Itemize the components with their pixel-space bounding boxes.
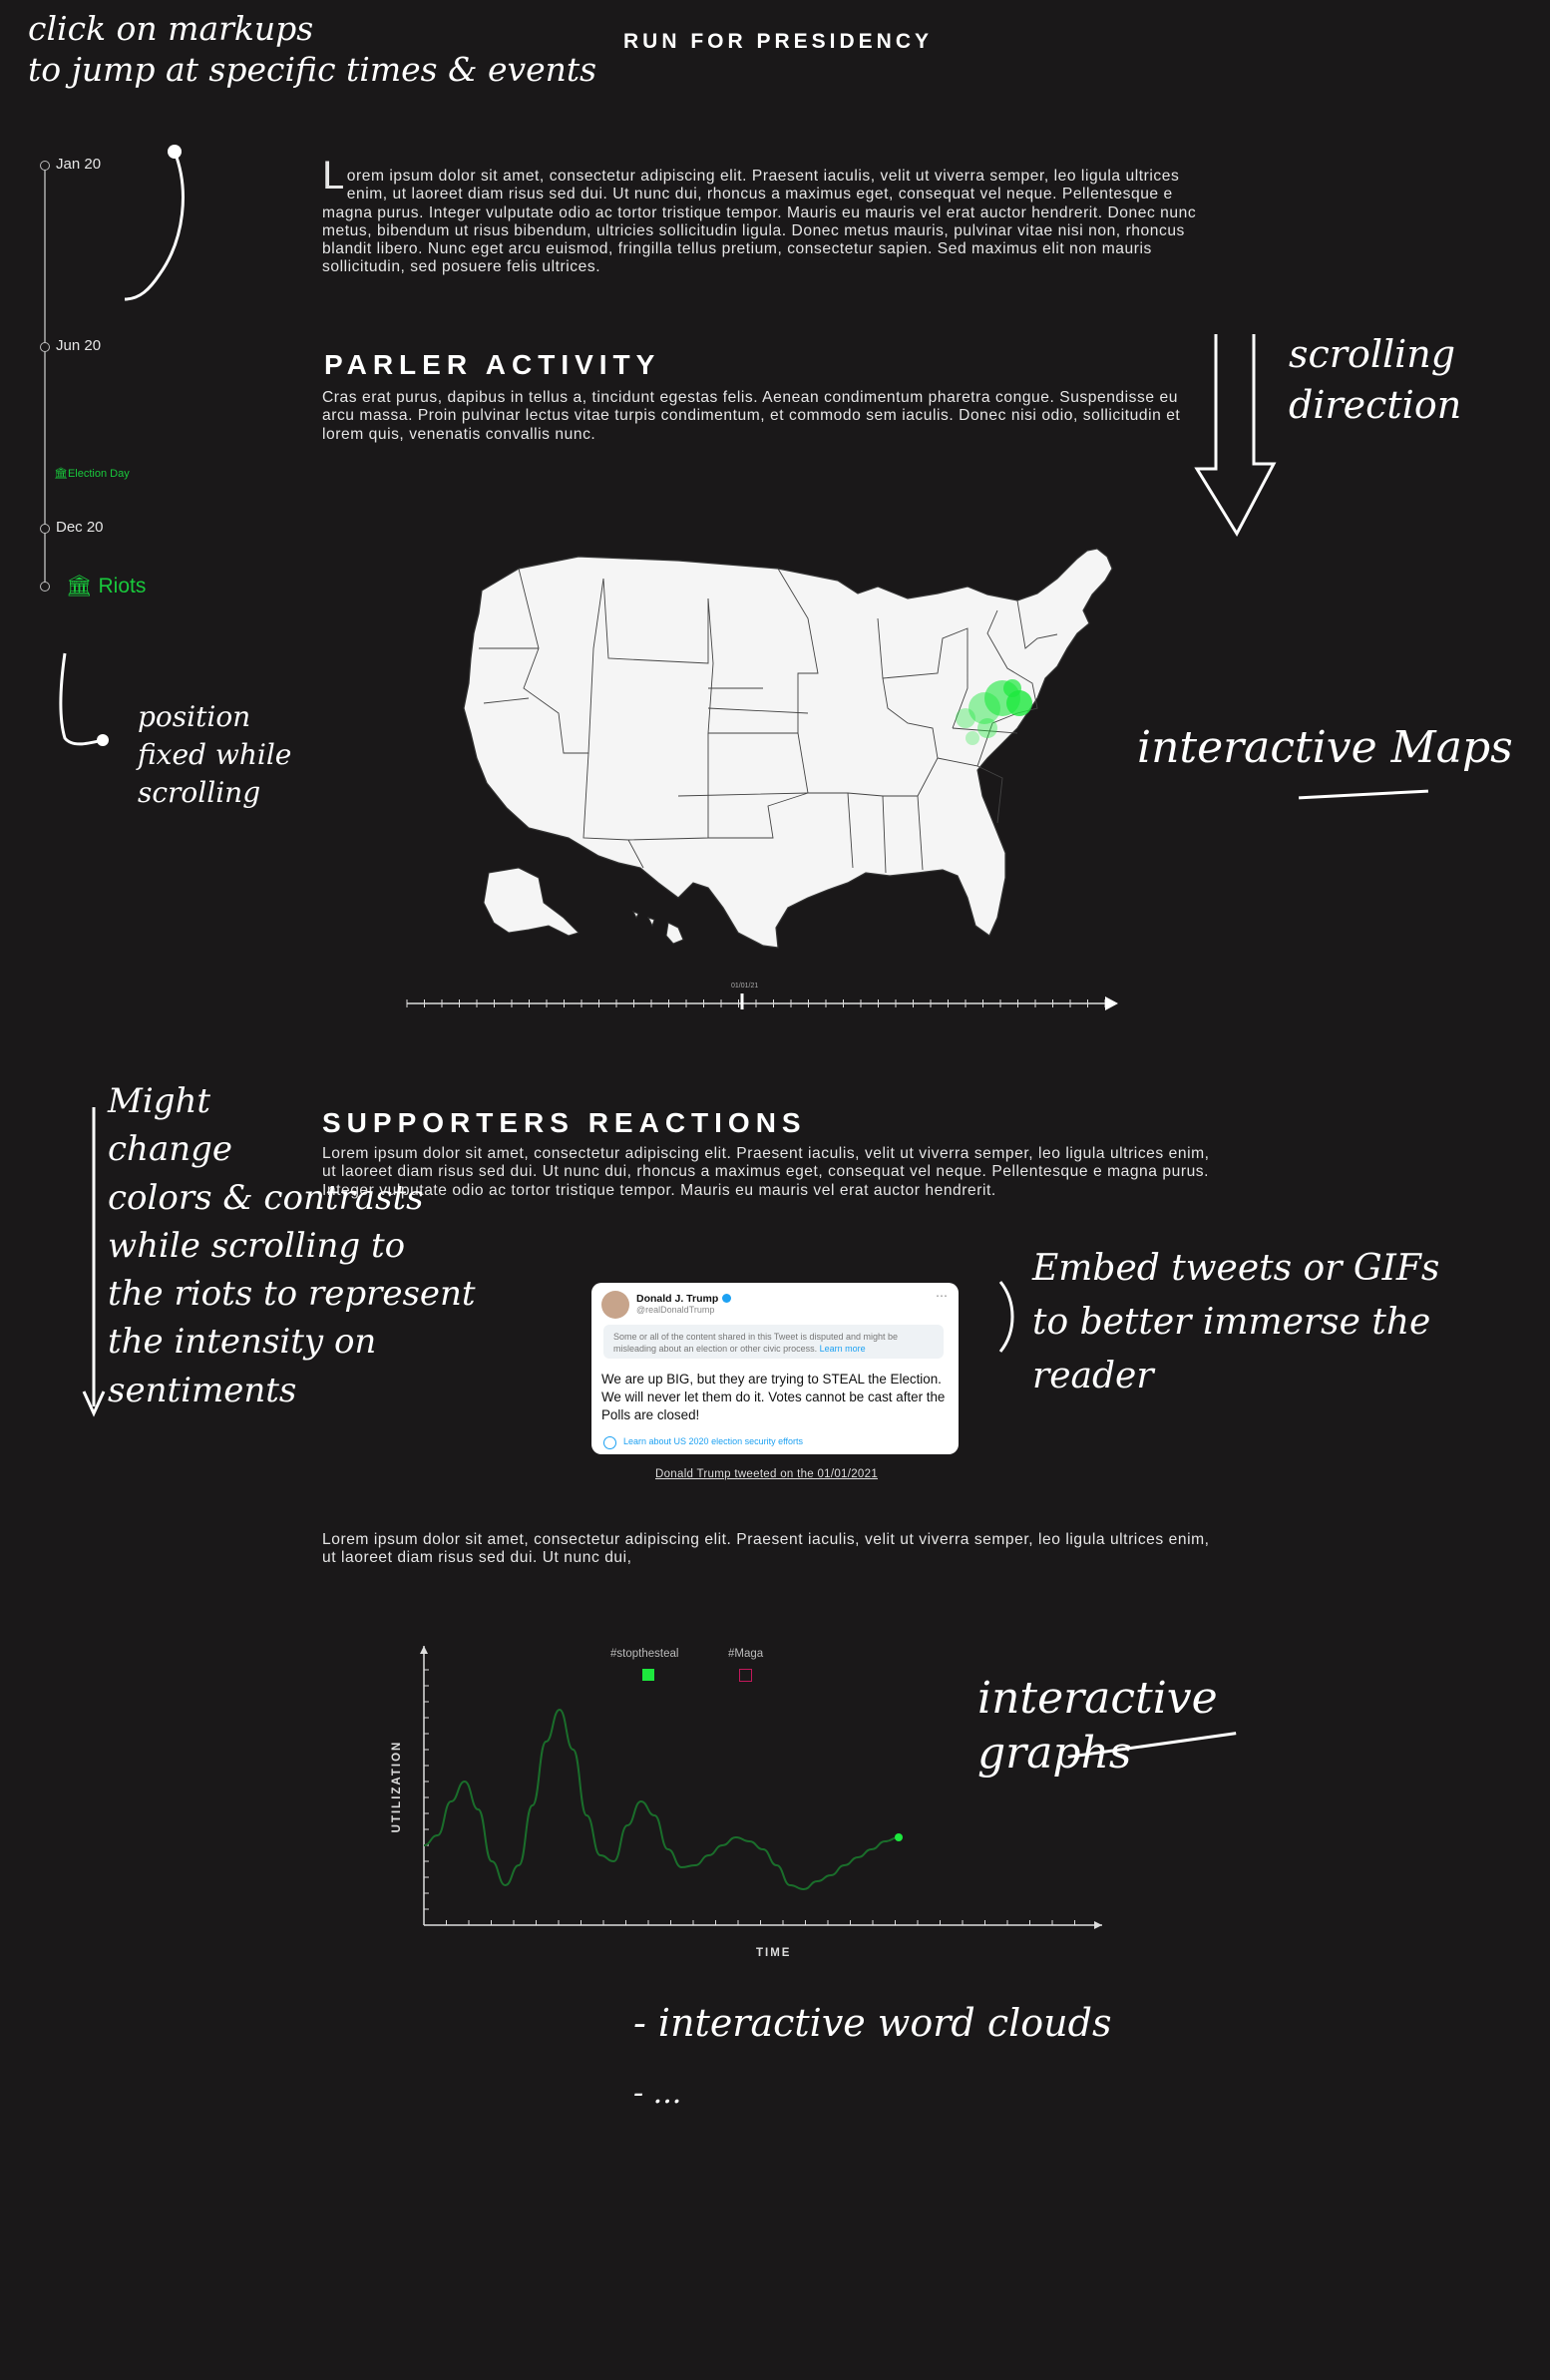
timeline: Jan 20 Jun 20 🏛Election Day Dec 20 🏛 Rio… [40, 156, 199, 598]
tweet-author-handle[interactable]: @realDonaldTrump [636, 1305, 715, 1315]
utilization-chart[interactable]: #stopthesteal #Maga UTILIZATION TIME [379, 1636, 1137, 1965]
page-title: RUN FOR PRESIDENCY [622, 30, 934, 53]
annotation-bracket [998, 1281, 1014, 1353]
tweet-author-name[interactable]: Donald J. Trump [636, 1293, 719, 1305]
timeline-item-jan[interactable]: Jan 20 [56, 156, 102, 173]
timeline-event-label: Riots [98, 575, 147, 597]
legend-label-stopthesteal: #stopthesteal [610, 1648, 679, 1660]
annotation-markups: click on markups to jump at specific tim… [28, 9, 597, 90]
capitol-icon: 🏛 [66, 575, 93, 597]
series-line [423, 1708, 900, 1891]
timeline-event-label: Election Day [67, 468, 130, 480]
annotation-colors: Might change colors & contrasts while sc… [108, 1081, 476, 1410]
capitol-icon: 🏛 [54, 468, 68, 480]
embedded-tweet[interactable]: Donald J. Trump @realDonaldTrump ⋯ Some … [591, 1283, 959, 1454]
y-axis-arrow [420, 1646, 428, 1654]
us-map[interactable] [379, 539, 1117, 949]
info-icon [603, 1436, 616, 1449]
tweet-body: We are up BIG, but they are trying to ST… [601, 1372, 946, 1422]
y-axis-label: UTILIZATION [391, 1740, 403, 1833]
timeline-dot[interactable] [40, 342, 50, 352]
us-contiguous-shape [463, 548, 1113, 949]
timeline-item-election[interactable]: 🏛Election Day [54, 467, 130, 480]
annotation-arrow-position [59, 652, 109, 746]
parler-heading: PARLER ACTIVITY [324, 349, 661, 380]
tweet-disputed-notice: Some or all of the content shared in thi… [603, 1325, 944, 1359]
highlight-region [956, 679, 1032, 745]
timeline-dot[interactable] [40, 524, 50, 534]
timeline-line [44, 166, 46, 585]
tweet-footer-link[interactable]: Learn about US 2020 election security ef… [623, 1436, 803, 1446]
timeline-item-riots[interactable]: 🏛 Riots [66, 575, 146, 598]
legend-label-maga: #Maga [728, 1648, 764, 1660]
annotation-graphs: interactive graphs [977, 1673, 1218, 1779]
annotation-underline [1299, 789, 1428, 800]
annotation-scrolling: scrolling direction [1289, 332, 1462, 428]
series-endpoint [895, 1833, 903, 1841]
annotation-more: - ... [633, 2076, 682, 2111]
legend-swatch-maga[interactable] [739, 1669, 752, 1682]
timeline-dot[interactable] [40, 582, 50, 592]
annotation-embed: Embed tweets or GIFs to better immerse t… [1032, 1248, 1440, 1396]
annotation-position: position fixed while scrolling [138, 700, 292, 809]
avatar [601, 1291, 629, 1319]
more-icon[interactable]: ⋯ [936, 1289, 948, 1303]
x-axis-arrow [1094, 1921, 1102, 1929]
timeline-dot[interactable] [40, 161, 50, 171]
tweet-caption-link[interactable]: Donald Trump tweeted on the 01/01/2021 [655, 1468, 879, 1480]
slider-track[interactable] [406, 988, 1120, 1017]
chart-svg[interactable] [379, 1636, 1137, 1965]
state-borders [479, 568, 1058, 874]
legend-swatch-stopthesteal[interactable] [642, 1669, 654, 1681]
annotation-arrow-colors [82, 1107, 106, 1417]
annotation-scroll-arrow [1194, 334, 1277, 538]
map-time-slider[interactable]: 01/01/21 [406, 983, 1120, 1017]
slider-end-arrow [1105, 996, 1118, 1010]
notice-text: Some or all of the content shared in thi… [613, 1332, 899, 1354]
annotation-maps: interactive Maps [1137, 722, 1513, 773]
hawaii-shape [631, 911, 684, 945]
x-axis-label: TIME [756, 1947, 792, 1959]
annotation-wordclouds: - interactive word clouds [633, 2001, 1112, 2045]
dropcap: L [322, 154, 345, 198]
supporters-heading: SUPPORTERS REACTIONS [322, 1107, 807, 1138]
learn-more-link[interactable]: Learn more [819, 1344, 866, 1354]
timeline-item-jun[interactable]: Jun 20 [56, 337, 102, 354]
supporters-text: Lorem ipsum dolor sit amet, consectetur … [322, 1145, 1210, 1199]
intro-text: orem ipsum dolor sit amet, consectetur a… [322, 168, 1197, 276]
parler-text: Cras erat purus, dapibus in tellus a, ti… [322, 389, 1181, 443]
verified-icon [722, 1294, 731, 1303]
after-tweet-text: Lorem ipsum dolor sit amet, consectetur … [322, 1531, 1210, 1567]
annotation-arrow-markups [124, 145, 185, 301]
alaska-shape [483, 867, 580, 937]
timeline-item-dec[interactable]: Dec 20 [56, 519, 104, 536]
slider-date-label: 01/01/21 [731, 983, 759, 990]
